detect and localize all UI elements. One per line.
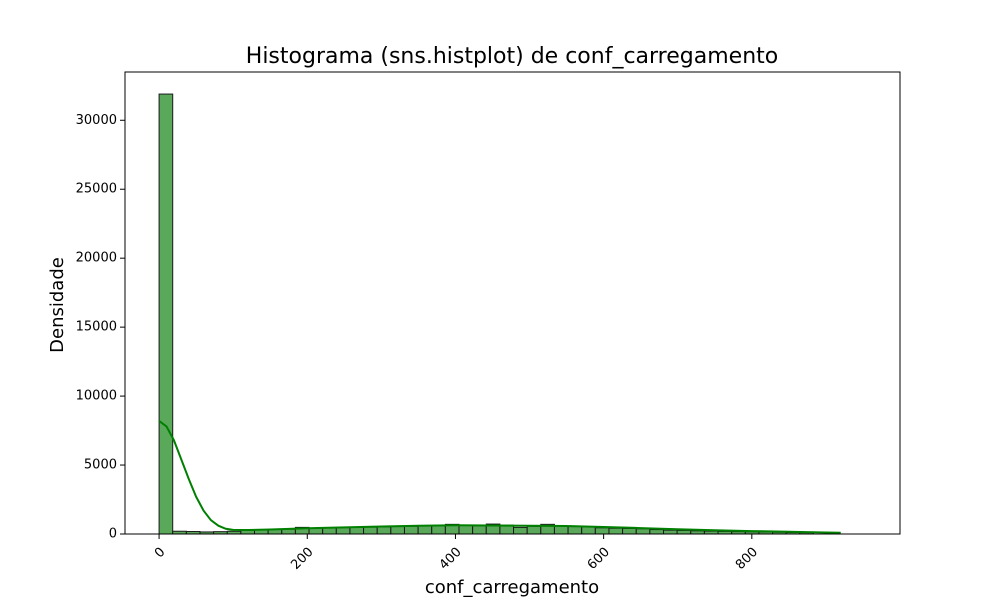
histogram-bar <box>676 529 692 535</box>
x-tick-label: 400 <box>437 545 465 573</box>
plot-frame <box>124 71 901 535</box>
histogram-bar <box>458 524 474 535</box>
histogram-bar <box>581 526 596 535</box>
x-tick-label: 0 <box>152 545 168 561</box>
histogram-bar <box>335 527 351 535</box>
histogram-bar <box>363 526 378 535</box>
histogram-bar <box>649 529 664 535</box>
histogram-bars <box>158 93 814 535</box>
histogram-bar <box>622 527 637 535</box>
y-tick-label: 0 <box>109 527 117 542</box>
histogram-bar <box>417 525 433 535</box>
x-axis-ticks: 0 200 400 600 800 <box>152 534 761 573</box>
histogram-bar <box>608 527 624 535</box>
histogram-bar <box>594 527 610 535</box>
y-axis-ticks: 0 5000 10000 15000 20000 25000 30000 <box>76 113 125 542</box>
kde-curve <box>158 420 841 534</box>
histogram-bar <box>158 93 174 535</box>
histogram-bar <box>526 525 542 535</box>
histogram-bar <box>349 526 365 535</box>
histogram-bar <box>376 526 392 535</box>
chart-title: Histograma (sns.histplot) de conf_carreg… <box>246 44 778 69</box>
y-tick-label: 15000 <box>76 320 117 335</box>
y-tick-label: 5000 <box>84 458 117 473</box>
histogram-bar <box>431 525 446 535</box>
histogram-bar <box>662 529 678 535</box>
y-tick-label: 20000 <box>76 251 117 266</box>
x-tick-label: 600 <box>585 545 613 573</box>
histogram-bar <box>472 525 487 535</box>
histogram-bar <box>403 525 419 535</box>
x-tick-label: 800 <box>733 545 761 573</box>
histogram-bar <box>567 526 583 535</box>
x-axis-label: conf_carregamento <box>425 577 599 598</box>
histogram-bar <box>513 526 528 535</box>
histogram-bar <box>390 526 405 535</box>
y-tick-label: 25000 <box>76 182 117 197</box>
y-axis-label: Densidade <box>47 257 68 353</box>
x-tick-label: 200 <box>288 545 316 573</box>
y-tick-label: 10000 <box>76 389 117 404</box>
histogram-bar <box>553 525 569 535</box>
y-tick-label: 30000 <box>76 113 117 128</box>
histogram-bar <box>635 528 651 535</box>
